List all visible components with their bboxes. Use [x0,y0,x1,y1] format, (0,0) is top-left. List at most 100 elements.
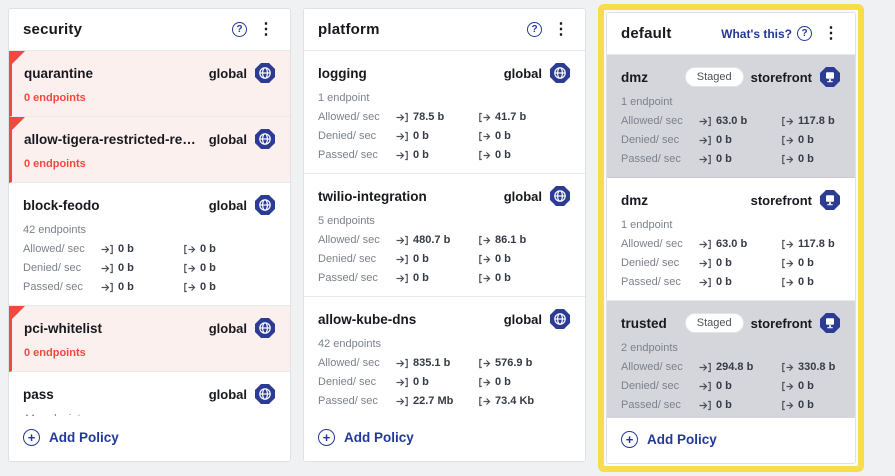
arrow-into-bracket-icon [396,377,408,387]
outbound-value: 0 b [798,134,814,146]
stat-label: Denied/ sec [621,380,680,392]
stat-row: Passed/ sec 0 b 0 b [621,399,841,411]
policy-tier-scope: storefront [750,192,812,208]
card-title-row: logging global [318,62,571,84]
inbound-value: 0 b [413,272,429,284]
policy-tier-scope: global [503,65,542,81]
policy-card[interactable]: pass global 44 endpoints Allowed/ sec 0 … [9,372,290,416]
whats-this-label: What's this? [721,26,792,41]
arrow-into-bracket-icon [699,154,711,164]
endpoints-count: 1 endpoint [621,219,673,231]
inbound-stat: 0 b [396,130,478,142]
arrow-into-bracket-icon [699,135,711,145]
outbound-stat: 0 b [183,243,276,255]
endpoints-count: 2 endpoints [621,342,678,354]
stat-row: Passed/ sec 0 b 0 b [23,281,276,293]
kebab-menu-icon[interactable]: ⋮ [553,20,569,38]
outbound-value: 0 b [798,380,814,392]
outbound-value: 0 b [495,149,511,161]
outbound-stat: 576.9 b [478,357,571,369]
card-title-row: pci-whitelist global [24,317,276,339]
policy-card[interactable]: dmz Staged storefront 1 endpoint Allowed… [607,55,855,178]
endpoints-count: 42 endpoints [318,338,381,350]
endpoints-count: 0 endpoints [24,347,86,359]
stat-row: Allowed/ sec 63.0 b 117.8 b [621,238,841,250]
arrow-out-of-bracket-icon [479,377,491,387]
arrow-out-of-bracket-icon [479,131,491,141]
policy-card[interactable]: twilio-integration global 5 endpoints Al… [304,174,585,297]
policy-card[interactable]: pci-whitelist global 0 endpoints [9,306,290,372]
traffic-stats: Allowed/ sec 63.0 b 117.8 b Denied/ sec … [621,115,841,165]
kebab-menu-icon[interactable]: ⋮ [258,20,274,38]
add-policy-button[interactable]: + Add Policy [607,418,855,463]
whats-this-link[interactable]: ? [522,22,542,37]
policy-card[interactable]: allow-tigera-restricted-resources global… [9,117,290,183]
add-policy-button[interactable]: + Add Policy [304,416,585,461]
traffic-stats: Allowed/ sec 835.1 b 576.9 b Denied/ sec… [318,357,571,407]
outbound-value: 330.8 b [798,361,836,373]
globe-octagon-icon [254,128,276,150]
add-policy-button[interactable]: + Add Policy [9,416,290,461]
arrow-into-bracket-icon [396,150,408,160]
globe-octagon-icon [549,185,571,207]
stat-label: Allowed/ sec [621,361,683,373]
policy-name: dmz [621,69,648,85]
outbound-stat: 117.8 b [781,238,841,250]
inbound-value: 22.7 Mb [413,395,454,407]
whats-this-link[interactable]: What's this? ? [721,26,812,41]
inbound-value: 0 b [716,153,732,165]
policy-card[interactable]: dmz storefront 1 endpoint Allowed/ sec 6… [607,178,855,301]
arrow-out-of-bracket-icon [782,116,794,126]
stat-row: Denied/ sec 0 b 0 b [318,253,571,265]
stat-label: Passed/ sec [318,272,378,284]
policy-name: allow-tigera-restricted-resources [24,131,203,147]
stat-row: Denied/ sec 0 b 0 b [23,262,276,274]
inbound-stat: 0 b [101,262,183,274]
inbound-value: 0 b [716,399,732,411]
arrow-into-bracket-icon [396,235,408,245]
card-list: quarantine global 0 endpoints allow-tige… [9,51,290,416]
policy-card[interactable]: quarantine global 0 endpoints [9,51,290,117]
outbound-value: 0 b [495,376,511,388]
add-policy-label: Add Policy [49,430,119,445]
policy-name: twilio-integration [318,188,427,204]
inbound-stat: 0 b [699,134,781,146]
arrow-out-of-bracket-icon [782,258,794,268]
arrow-into-bracket-icon [699,381,711,391]
arrow-into-bracket-icon [699,258,711,268]
card-list: logging global 1 endpoint Allowed/ sec 7… [304,51,585,416]
inbound-value: 480.7 b [413,234,451,246]
globe-octagon-icon [254,383,276,405]
policy-card[interactable]: allow-kube-dns global 42 endpoints Allow… [304,297,585,416]
column-title: platform [318,21,380,38]
outbound-value: 0 b [798,276,814,288]
card-title-row: dmz Staged storefront [621,66,841,88]
stat-row: Denied/ sec 0 b 0 b [318,376,571,388]
outbound-stat: 73.4 Kb [478,395,571,407]
whats-this-link[interactable]: ? [227,22,247,37]
policy-card[interactable]: trusted Staged storefront 2 endpoints Al… [607,301,855,418]
arrow-out-of-bracket-icon [479,150,491,160]
outbound-value: 0 b [798,399,814,411]
card-title-row: trusted Staged storefront [621,312,841,334]
stat-label: Allowed/ sec [318,234,380,246]
stat-label: Passed/ sec [318,395,378,407]
policy-card[interactable]: logging global 1 endpoint Allowed/ sec 7… [304,51,585,174]
arrow-into-bracket-icon [101,263,113,273]
stat-label: Passed/ sec [621,153,681,165]
inbound-stat: 0 b [699,153,781,165]
inbound-stat: 0 b [396,149,478,161]
globe-octagon-icon [549,308,571,330]
column-header: default What's this? ? ⋮ [607,13,855,55]
globe-octagon-icon [254,62,276,84]
card-title-row: allow-tigera-restricted-resources global [24,128,276,150]
inbound-stat: 63.0 b [699,115,781,127]
policy-tier-scope: global [208,386,247,402]
kebab-menu-icon[interactable]: ⋮ [823,24,839,42]
inbound-value: 0 b [413,376,429,388]
inbound-stat: 78.5 b [396,111,478,123]
policy-card[interactable]: block-feodo global 42 endpoints Allowed/… [9,183,290,306]
policy-tier-scope: storefront [750,315,812,331]
policy-tier-scope: global [503,311,542,327]
